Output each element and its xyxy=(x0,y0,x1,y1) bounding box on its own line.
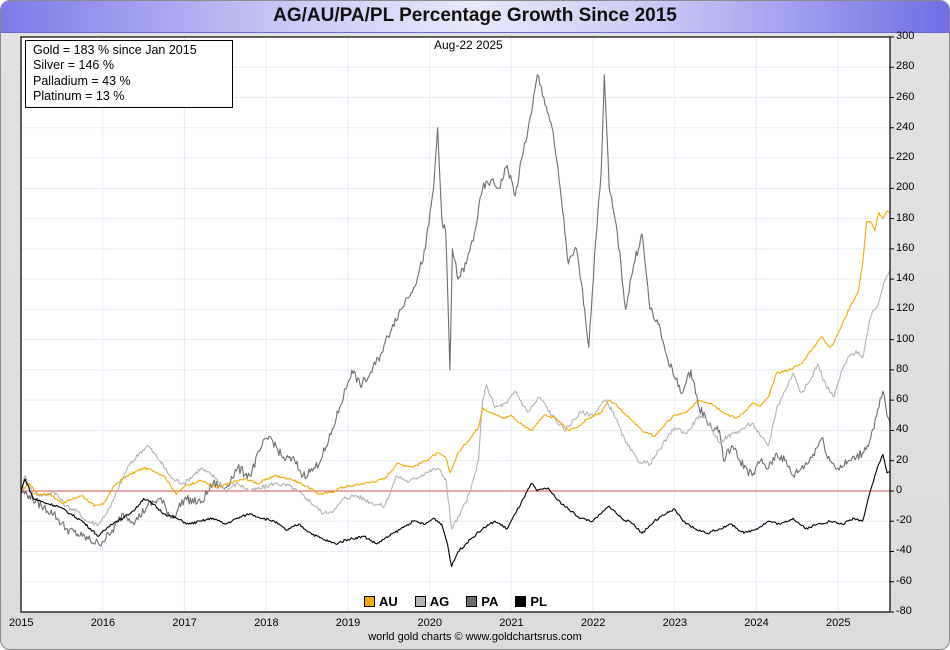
series-lines xyxy=(20,74,891,568)
chart-title: AG/AU/PA/PL Percentage Growth Since 2015 xyxy=(273,5,677,26)
legend-label-pa: PA xyxy=(481,594,499,609)
y-tick-label: 140 xyxy=(896,272,915,285)
series-line-pa xyxy=(20,74,891,547)
y-tick-label: -60 xyxy=(896,574,912,587)
summary-platinum: Platinum = 13 % xyxy=(33,88,125,103)
x-tick-label: 2024 xyxy=(744,617,769,629)
x-tick-label: 2016 xyxy=(90,617,116,629)
y-tick-label: 240 xyxy=(896,120,915,133)
legend: AU AG PA PL xyxy=(364,594,564,609)
y-tick-label: 0 xyxy=(896,483,903,496)
y-tick-label: 40 xyxy=(896,423,909,436)
y-tick-label: 160 xyxy=(896,241,915,254)
y-tick-label: 260 xyxy=(896,90,915,103)
summary-palladium: Palladium = 43 % xyxy=(33,73,131,88)
summary-gold: Gold = 183 % since Jan 2015 xyxy=(33,43,197,57)
plot-border xyxy=(20,36,891,613)
x-tick-label: 2020 xyxy=(417,617,442,629)
plot-area xyxy=(21,37,890,612)
y-tick-label: 220 xyxy=(896,151,915,164)
legend-label-ag: AG xyxy=(429,594,450,609)
x-tick-label: 2019 xyxy=(335,617,361,629)
summary-silver: Silver = 146 % xyxy=(33,58,114,73)
y-tick-label: -40 xyxy=(896,544,912,557)
y-tick-label: 180 xyxy=(896,211,915,224)
legend-swatch-pl xyxy=(515,596,527,607)
y-tick-label: 200 xyxy=(896,181,915,194)
series-line-ag xyxy=(20,269,891,530)
chart-date: Aug-22 2025 xyxy=(434,38,503,52)
y-tick-label: 20 xyxy=(896,453,909,466)
y-tick-label: 60 xyxy=(896,393,909,406)
y-tick-label: 280 xyxy=(896,60,915,73)
legend-item-au[interactable]: AU xyxy=(364,594,398,609)
x-tick-label: 2023 xyxy=(662,617,688,629)
series-line-au xyxy=(20,210,891,507)
x-tick-label: 2015 xyxy=(9,617,34,629)
legend-item-pa[interactable]: PA xyxy=(466,594,498,609)
title-bar xyxy=(1,1,949,33)
y-tick-label: -80 xyxy=(896,605,912,617)
x-tick-label: 2018 xyxy=(254,617,279,629)
legend-item-ag[interactable]: AG xyxy=(414,594,450,609)
x-tick-label: 2021 xyxy=(499,617,524,629)
credit-text: world gold charts © www.goldchartsrus.co… xyxy=(368,631,582,643)
x-tick-label: 2017 xyxy=(172,617,197,629)
x-tick-label: 2025 xyxy=(826,617,851,629)
x-tick-label: 2022 xyxy=(580,617,606,629)
series-line-pl xyxy=(20,454,891,568)
summary-box: Gold = 183 % since Jan 2015 Silver = 146… xyxy=(25,40,233,108)
y-tick-label: 300 xyxy=(896,30,915,42)
y-tick-label: 120 xyxy=(896,302,915,315)
legend-label-pl: PL xyxy=(530,594,548,609)
legend-swatch-ag xyxy=(414,596,426,607)
axis-ticks xyxy=(890,36,894,613)
y-tick-label: 80 xyxy=(896,362,909,375)
y-tick-label: -20 xyxy=(896,514,912,527)
legend-swatch-pa xyxy=(466,596,478,607)
legend-label-au: AU xyxy=(379,594,398,609)
y-tick-label: 100 xyxy=(896,332,915,345)
legend-item-pl[interactable]: PL xyxy=(515,594,547,609)
legend-swatch-au xyxy=(364,596,375,607)
